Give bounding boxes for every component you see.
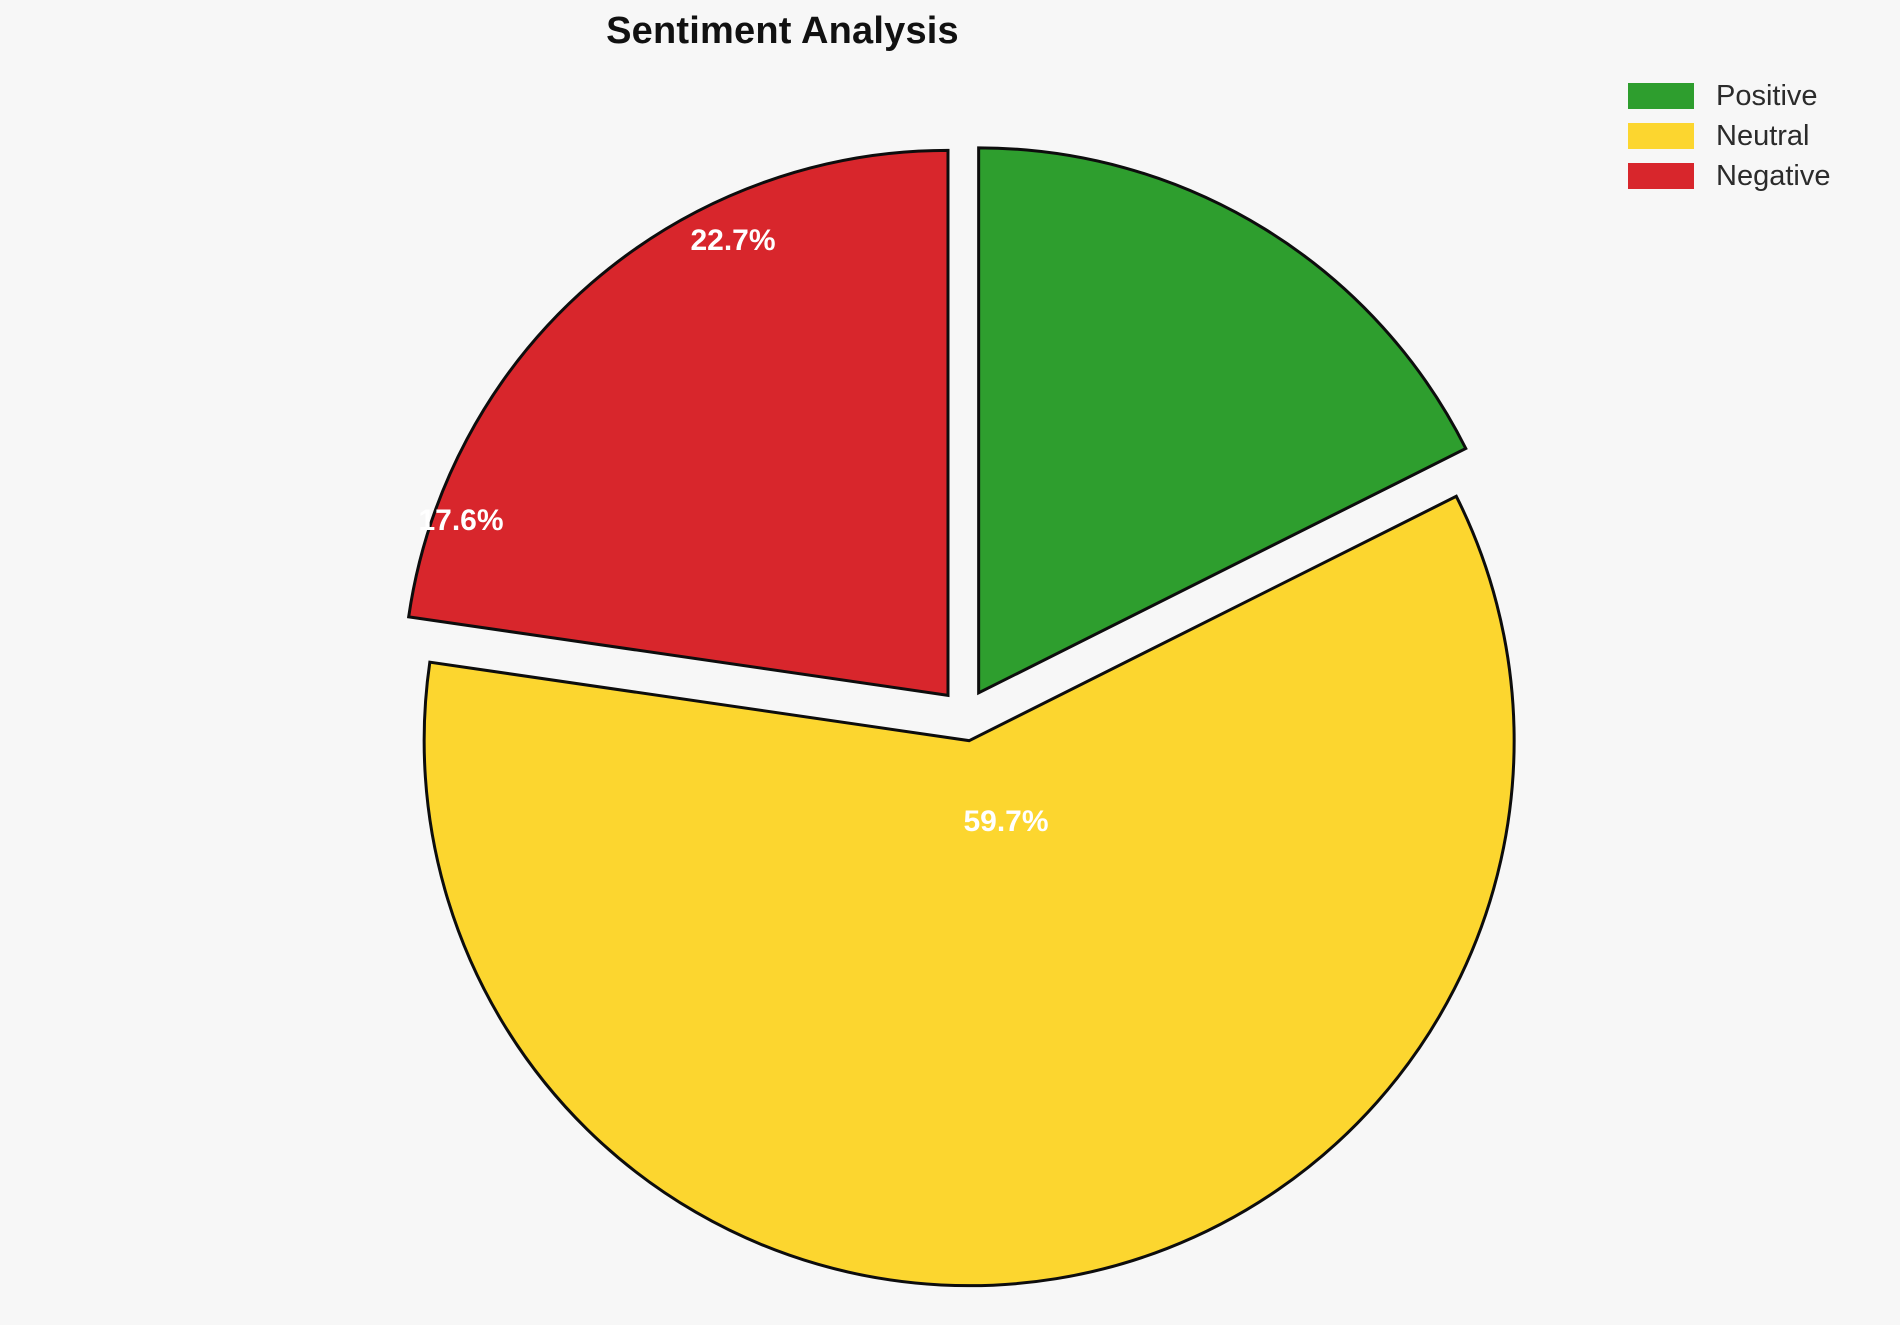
legend-item-positive[interactable]: Positive	[1628, 76, 1888, 116]
legend: Positive Neutral Negative	[1628, 76, 1888, 196]
slice-label-neutral: 59.7%	[963, 805, 1049, 838]
page-title: Sentiment Analysis	[606, 10, 959, 52]
slice-label-negative: 22.7%	[690, 224, 776, 257]
legend-swatch-positive	[1628, 83, 1694, 109]
legend-label-positive: Positive	[1716, 79, 1818, 112]
pie-slice-neutral[interactable]	[422, 494, 1516, 1288]
pie-slice-negative[interactable]	[406, 148, 950, 698]
pie-slice-positive[interactable]	[977, 146, 1468, 696]
legend-swatch-negative	[1628, 163, 1694, 189]
legend-label-neutral: Neutral	[1716, 119, 1810, 152]
legend-label-negative: Negative	[1716, 159, 1831, 192]
legend-item-negative[interactable]: Negative	[1628, 156, 1888, 196]
slice-label-positive: 17.6%	[418, 504, 504, 537]
legend-swatch-neutral	[1628, 123, 1694, 149]
pie-slice-group	[406, 146, 1516, 1288]
legend-item-neutral[interactable]: Neutral	[1628, 116, 1888, 156]
